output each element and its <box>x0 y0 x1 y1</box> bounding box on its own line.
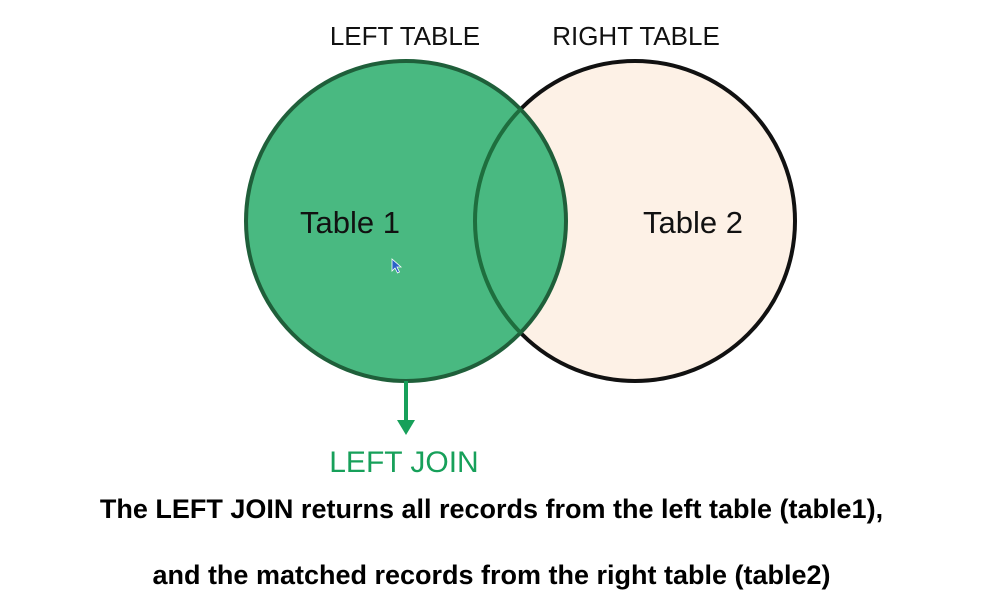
left-join-label: LEFT JOIN <box>329 446 478 479</box>
table-1-label: Table 1 <box>300 205 400 240</box>
arrow-down-icon <box>397 381 415 435</box>
mouse-pointer-icon <box>391 258 403 274</box>
caption-line-1: The LEFT JOIN returns all records from t… <box>99 494 884 524</box>
right-table-header: RIGHT TABLE <box>552 21 720 51</box>
table-2-label: Table 2 <box>643 205 743 240</box>
caption-line-2: and the matched records from the right t… <box>152 560 831 590</box>
overlap-outline <box>473 61 566 381</box>
left-table-header: LEFT TABLE <box>330 21 480 51</box>
